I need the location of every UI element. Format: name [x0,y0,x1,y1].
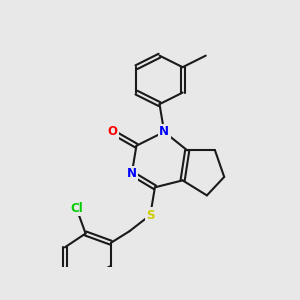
Text: O: O [107,125,117,138]
Text: S: S [146,208,154,221]
Text: N: N [127,167,137,180]
Text: Cl: Cl [70,202,83,214]
Text: N: N [159,125,169,138]
